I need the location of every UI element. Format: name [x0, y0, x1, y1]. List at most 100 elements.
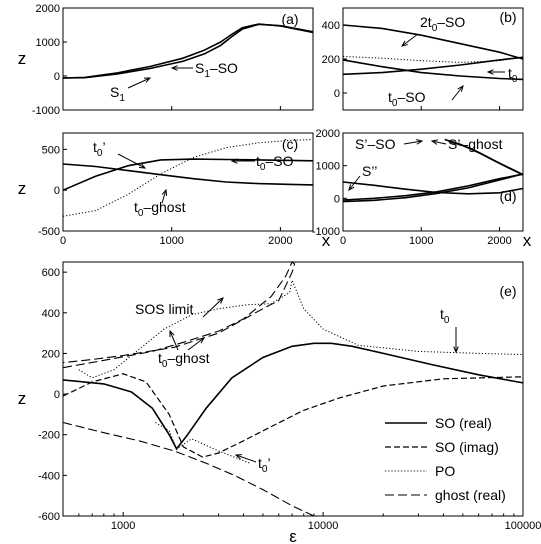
annotation-part: 0	[432, 23, 438, 34]
annotation-part: S’–ghost	[448, 136, 503, 152]
annotation-2t0-so: 2t0–SO	[420, 14, 465, 34]
y-tick-label: 0	[54, 71, 60, 83]
annotation-part: –SO	[397, 89, 425, 105]
y-tick-label: 0	[54, 389, 60, 401]
annotation-arrow	[169, 330, 179, 351]
x-tick-label: 0	[340, 235, 346, 247]
annotation-arrow	[161, 189, 167, 204]
plot-frame	[62, 7, 314, 111]
series-line-ghost-real-	[62, 261, 296, 369]
annotation-arrow	[117, 153, 146, 169]
annotation-t0-ghost: t0–ghost	[134, 199, 186, 219]
x-tick-label: 2000	[268, 235, 292, 247]
plot-frame	[62, 261, 524, 517]
y-axis-label: z	[18, 389, 27, 408]
legend-label: PO	[435, 463, 455, 479]
annotation-t0-so: t0–SO	[388, 89, 426, 109]
series-line-so-imag-	[62, 373, 524, 458]
annotation-t0-ghost: t0–ghost	[158, 350, 210, 370]
annotation-arrow-head	[400, 40, 408, 47]
y-tick-label: 600	[42, 267, 60, 279]
y-tick-label: 0	[334, 88, 340, 100]
annotation-arrow-head	[169, 329, 175, 338]
y-tick-label: -500	[38, 226, 60, 238]
annotation-part: S	[195, 60, 204, 76]
annotation-t0: t0	[508, 65, 518, 85]
panel-label: (b)	[499, 9, 516, 25]
annotation-arrow	[451, 85, 464, 101]
series-line-low-b	[342, 173, 524, 201]
annotation-arrow-head	[217, 297, 224, 304]
annotation-t0-so: t0–SO	[256, 153, 294, 173]
x-tick-label: 2000	[487, 235, 511, 247]
panel-label: (e)	[499, 283, 516, 299]
annotation-arrow-head	[453, 346, 459, 354]
series-line-t0-so	[342, 59, 524, 81]
annotation-s1-so: S1–SO	[195, 60, 238, 80]
annotation-arrow-head	[143, 77, 152, 83]
annotation-part: 0	[392, 98, 398, 109]
y-tick-label: 200	[322, 54, 340, 66]
legend-label: SO (real)	[435, 415, 492, 431]
annotation-arrow	[401, 33, 419, 47]
y-tick-label: 500	[42, 144, 60, 156]
y-axis-label: z	[18, 49, 27, 68]
y-tick-label: 400	[42, 308, 60, 320]
series-line-so-real-	[62, 342, 524, 451]
annotation-part: SOS limit	[135, 301, 193, 317]
y-tick-label: -400	[38, 470, 60, 482]
series-line-2t0-so	[342, 24, 524, 60]
series-line-t0-so	[62, 158, 314, 191]
series-line-po-t0-	[155, 422, 250, 464]
annotation-arrow-head	[161, 188, 168, 197]
y-tick-label: 1000	[36, 37, 60, 49]
y-tick-label: -1000	[32, 105, 60, 117]
annotation-part: 1	[204, 69, 210, 80]
annotation-t0prime: t0’	[93, 139, 106, 159]
y-axis-label: z	[18, 179, 27, 198]
annotation-part: t	[440, 306, 444, 322]
panel-b: 400 200 0 (b)	[322, 7, 524, 111]
x-tick-label: 0	[60, 235, 66, 247]
legend: SO (real) SO (imag) PO ghost (real)	[385, 415, 506, 503]
annotation-arrow-head	[430, 139, 438, 145]
annotation-part: 0	[512, 74, 518, 85]
annotation-part: S’–SO	[355, 136, 396, 152]
y-tick-label: 1000	[316, 161, 340, 173]
panel-e: 600 400 200 0 -200 -400 -600 1000 10000 100000 (e)	[38, 261, 541, 532]
annotation-t0: t0	[440, 306, 450, 326]
annotation-arrow-head	[457, 84, 464, 92]
panel-label: (c)	[282, 136, 298, 152]
annotation-arrow	[348, 175, 361, 191]
series-line-t0	[342, 55, 524, 63]
annotation-part: –ghost	[143, 199, 185, 215]
x-axis-label: ε	[289, 527, 297, 544]
annotation-arrow-head	[234, 454, 243, 460]
y-tick-label: -200	[38, 430, 60, 442]
y-tick-label: -600	[38, 511, 60, 523]
annotation-part: t	[158, 350, 162, 366]
x-tick-label: 10000	[308, 520, 339, 532]
annotation-t0prime: t0’	[258, 455, 271, 475]
annotation-part: ’	[102, 139, 105, 155]
annotation-sprime-ghost: S’–ghost	[448, 136, 503, 152]
panel-a: 2000 1000 0 -1000 (a)	[32, 3, 314, 117]
annotation-part: t	[258, 455, 262, 471]
series-line-t0-ghost	[62, 163, 314, 186]
y-tick-label: 400	[322, 20, 340, 32]
annotation-arrow-head	[348, 184, 355, 192]
series-line-low-a	[342, 173, 524, 203]
panel-label: (d)	[499, 188, 516, 204]
annotation-part: –SO	[210, 60, 238, 76]
annotation-arrow	[403, 140, 423, 145]
annotation-arrow	[431, 140, 447, 145]
annotation-part: t	[93, 139, 97, 155]
annotation-part: –SO	[437, 14, 465, 30]
series-line-rising	[342, 56, 524, 76]
annotation-part: t	[256, 153, 260, 169]
annotation-arrow	[187, 337, 205, 351]
annotation-part: 2t	[420, 14, 432, 30]
annotation-arrow-head	[170, 65, 178, 71]
